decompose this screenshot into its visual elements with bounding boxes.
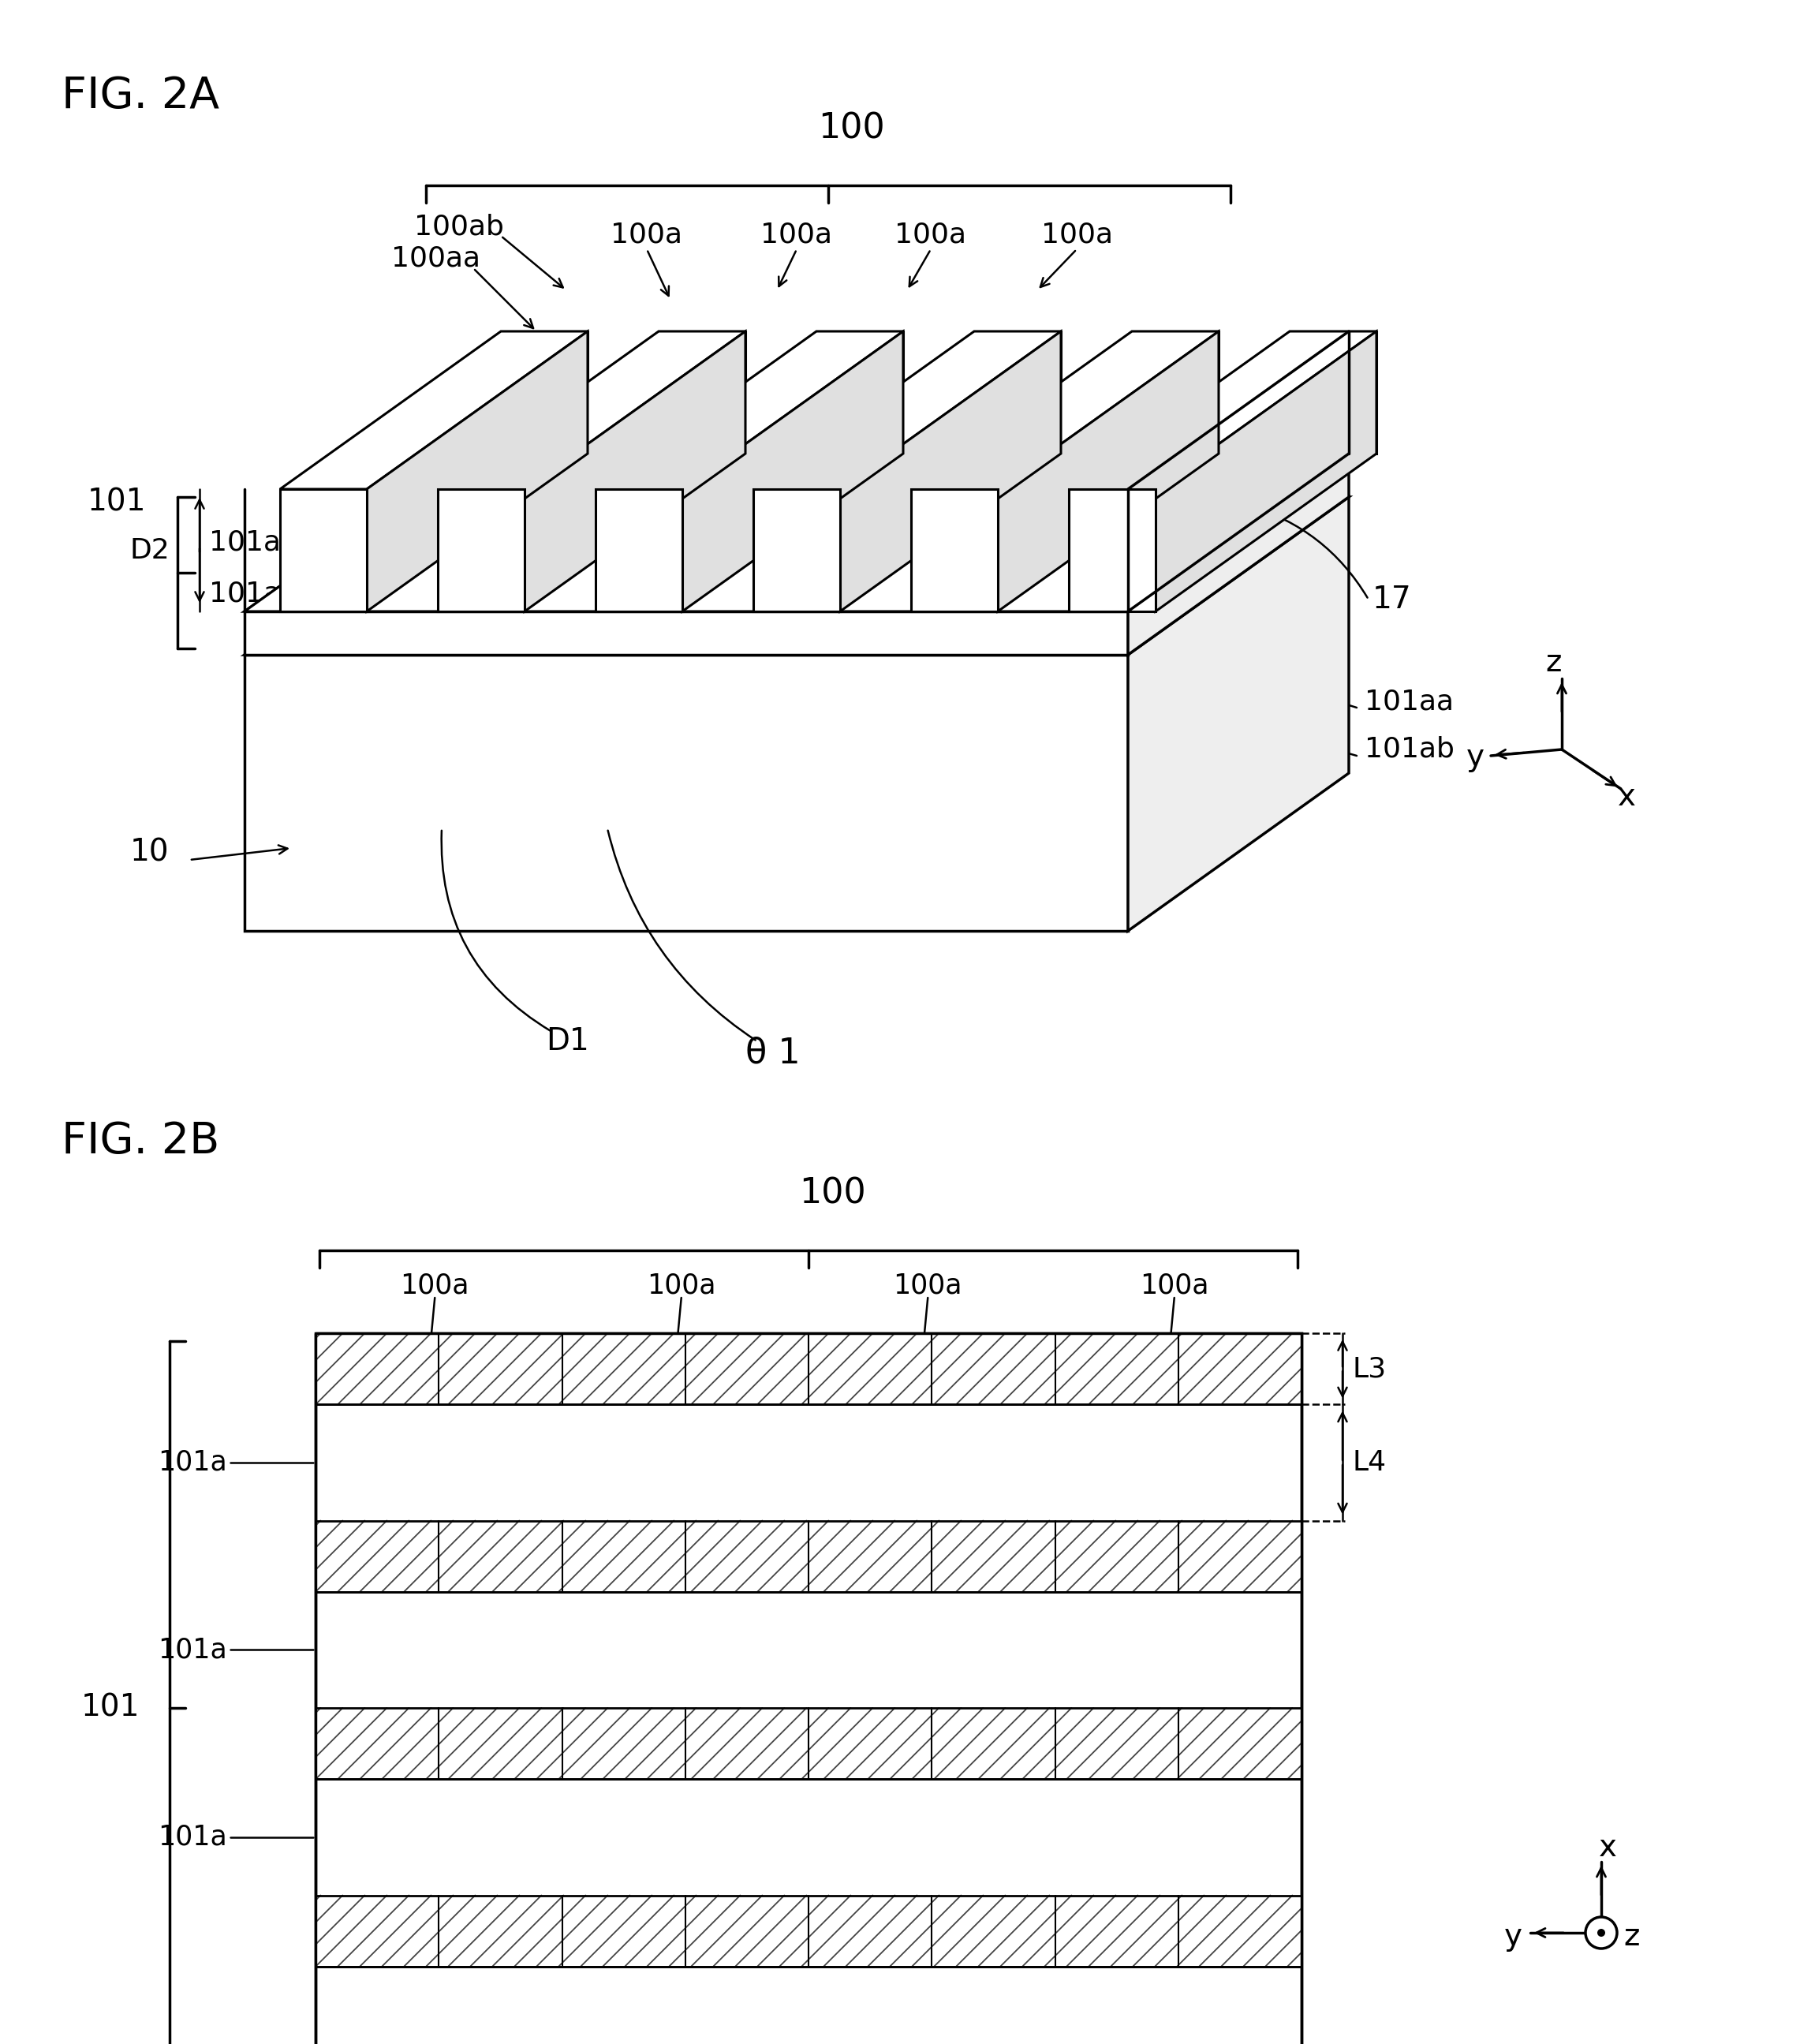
Polygon shape bbox=[998, 331, 1218, 611]
Text: 101a: 101a bbox=[209, 580, 281, 607]
Polygon shape bbox=[1069, 489, 1156, 611]
Text: 100: 100 bbox=[799, 1177, 866, 1210]
Bar bbox=[316, 1709, 1301, 1778]
Bar bbox=[316, 1333, 1301, 1404]
Polygon shape bbox=[840, 331, 1062, 611]
Polygon shape bbox=[595, 331, 904, 489]
Polygon shape bbox=[367, 331, 588, 611]
Text: 101: 101 bbox=[87, 486, 147, 517]
Bar bbox=[316, 1333, 1301, 2044]
Polygon shape bbox=[437, 489, 525, 611]
Polygon shape bbox=[280, 331, 588, 489]
Bar bbox=[316, 1333, 1301, 2044]
Text: 100aa: 100aa bbox=[390, 245, 479, 272]
Polygon shape bbox=[245, 497, 1349, 654]
Text: 100a: 100a bbox=[760, 221, 833, 249]
Text: 100a: 100a bbox=[612, 221, 682, 249]
Text: x: x bbox=[1599, 1833, 1617, 1862]
Text: 100a: 100a bbox=[1140, 1273, 1209, 1300]
Polygon shape bbox=[280, 489, 367, 611]
Polygon shape bbox=[245, 654, 1127, 930]
Polygon shape bbox=[1156, 331, 1376, 611]
Text: FIG. 2A: FIG. 2A bbox=[62, 76, 220, 119]
Bar bbox=[316, 1521, 1301, 1592]
Text: 100a: 100a bbox=[1040, 221, 1113, 249]
Polygon shape bbox=[245, 454, 1349, 611]
Text: 101a: 101a bbox=[209, 529, 281, 556]
Polygon shape bbox=[753, 489, 840, 611]
Text: 100a: 100a bbox=[895, 221, 967, 249]
Polygon shape bbox=[911, 489, 998, 611]
Polygon shape bbox=[817, 331, 904, 454]
Text: 17: 17 bbox=[1372, 585, 1412, 615]
Text: L3: L3 bbox=[1352, 1355, 1387, 1382]
Polygon shape bbox=[911, 331, 1218, 489]
Polygon shape bbox=[1290, 331, 1376, 454]
Text: θ 1: θ 1 bbox=[746, 1036, 800, 1071]
Text: z: z bbox=[1546, 648, 1563, 679]
Polygon shape bbox=[525, 331, 746, 611]
Text: 101aa: 101aa bbox=[1365, 689, 1454, 715]
Text: 100a: 100a bbox=[646, 1273, 715, 1300]
Circle shape bbox=[1586, 1917, 1617, 1948]
Text: 100: 100 bbox=[819, 112, 886, 145]
Text: y: y bbox=[1467, 742, 1485, 773]
Polygon shape bbox=[1127, 497, 1349, 930]
Polygon shape bbox=[753, 331, 1062, 489]
Text: 101ab: 101ab bbox=[1365, 736, 1454, 762]
Text: 101a: 101a bbox=[158, 1449, 227, 1476]
Text: 101: 101 bbox=[82, 1692, 140, 1723]
Text: z: z bbox=[1623, 1921, 1639, 1952]
Text: 10: 10 bbox=[131, 836, 169, 867]
Text: D2: D2 bbox=[131, 538, 171, 564]
Text: x: x bbox=[1617, 781, 1635, 811]
Text: 100ab: 100ab bbox=[414, 213, 505, 239]
Text: 101a: 101a bbox=[158, 1637, 227, 1664]
Bar bbox=[316, 1895, 1301, 1966]
Polygon shape bbox=[975, 331, 1062, 454]
Polygon shape bbox=[437, 331, 746, 489]
Polygon shape bbox=[1133, 331, 1218, 454]
Polygon shape bbox=[1127, 454, 1349, 654]
Polygon shape bbox=[1069, 331, 1376, 489]
Polygon shape bbox=[682, 331, 904, 611]
Polygon shape bbox=[245, 611, 1127, 654]
Text: 100a: 100a bbox=[893, 1273, 962, 1300]
Text: 101a: 101a bbox=[158, 1823, 227, 1850]
Polygon shape bbox=[245, 454, 1349, 611]
Text: 100a: 100a bbox=[401, 1273, 470, 1300]
Polygon shape bbox=[595, 489, 682, 611]
Text: L4: L4 bbox=[1352, 1449, 1387, 1476]
Text: FIG. 2B: FIG. 2B bbox=[62, 1120, 220, 1163]
Circle shape bbox=[1597, 1930, 1604, 1938]
Text: y: y bbox=[1505, 1921, 1523, 1952]
Polygon shape bbox=[659, 331, 746, 454]
Polygon shape bbox=[501, 331, 588, 454]
Text: D1: D1 bbox=[546, 1026, 590, 1057]
